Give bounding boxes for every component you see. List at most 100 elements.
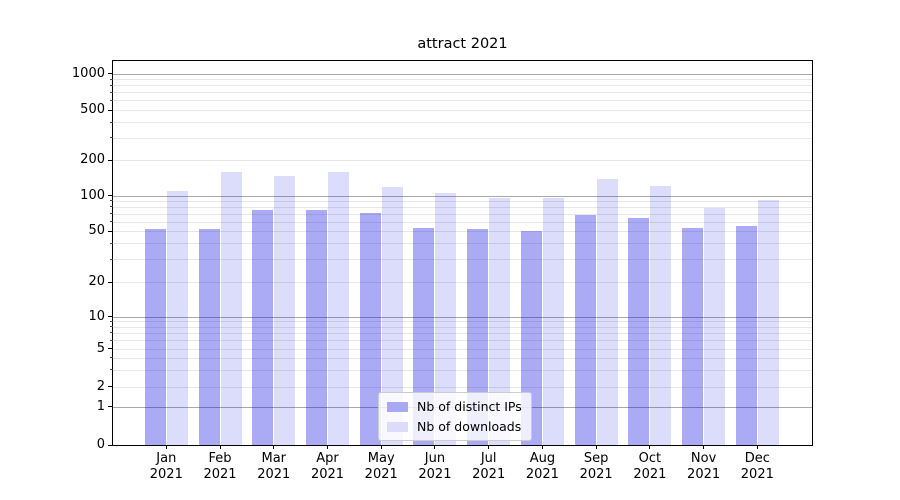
bar-distinct-ips-jul [467,228,489,445]
y-minor-tick-mark [110,213,113,215]
y-tick-label: 1000 [71,65,105,81]
chart-title: attract 2021 [417,36,508,52]
x-tick-mark [326,445,328,449]
y-minor-tick-mark [110,91,113,93]
bar-distinct-ips-mar [252,209,274,445]
x-tick-mark [219,445,221,449]
x-tick-label: Sep 2021 [579,451,613,482]
bar-distinct-ips-jan [144,228,166,445]
legend-label: Nb of distinct IPs [417,399,522,414]
bar-distinct-ips-aug [520,231,542,445]
bar-downloads-nov [704,208,726,445]
y-tick-label: 20 [88,274,105,289]
bar-distinct-ips-sep [574,214,596,445]
y-minor-tick-mark [110,242,113,244]
y-minor-tick-mark [110,221,113,223]
bar-downloads-may [381,186,403,445]
minor-gridline [113,200,812,202]
bar-downloads-oct [650,185,672,445]
bar-distinct-ips-oct [628,217,650,445]
major-gridline [113,316,812,318]
y-minor-tick-mark [110,78,113,80]
bar-distinct-ips-nov [682,228,704,445]
minor-gridline [113,213,812,215]
minor-gridline [113,100,812,102]
minor-gridline [113,259,812,261]
y-tick-mark [108,230,113,232]
x-tick-mark [756,445,758,449]
x-tick-label: May 2021 [364,451,398,482]
bar-distinct-ips-apr [305,209,327,445]
minor-gridline [113,321,812,323]
minor-gridline [113,231,812,232]
y-tick-mark [108,159,113,161]
bar-downloads-mar [274,175,296,445]
bar-distinct-ips-feb [198,228,220,445]
y-tick-mark [108,316,113,317]
y-tick-mark [108,109,113,111]
bar-downloads-aug [542,197,564,445]
plot-area [112,60,813,446]
bar-distinct-ips-jun [413,228,435,445]
minor-gridline [113,386,812,388]
y-tick-mark [108,444,113,446]
bar-distinct-ips-dec [735,226,757,445]
y-tick-label: 10 [88,308,105,324]
bar-downloads-feb [220,172,242,445]
x-tick-mark [165,445,167,449]
y-minor-tick-mark [110,206,113,208]
y-minor-tick-mark [110,258,113,260]
x-tick-mark [488,445,490,449]
y-tick-label: 1 [96,398,105,414]
y-tick-mark [108,348,113,349]
legend: Nb of distinct IPs Nb of downloads [378,392,532,441]
bar-distinct-ips-may [359,213,381,445]
y-minor-tick-mark [110,339,113,341]
minor-gridline [113,110,812,111]
minor-gridline [113,221,812,223]
y-tick-mark [108,281,113,283]
y-minor-tick-mark [110,137,113,139]
minor-gridline [113,357,812,359]
y-minor-tick-mark [110,357,113,359]
minor-gridline [113,206,812,208]
x-tick-label: Jan 2021 [149,451,183,482]
bar-downloads-dec [757,200,779,445]
major-gridline [113,195,812,197]
minor-gridline [113,369,812,371]
y-minor-tick-mark [110,121,113,123]
y-tick-label: 2 [96,378,105,394]
minor-gridline [113,92,812,94]
minor-gridline [113,348,812,350]
major-gridline [113,73,812,75]
y-minor-tick-mark [110,332,113,334]
y-tick-mark [108,386,113,387]
y-tick-label: 0 [96,437,105,452]
minor-gridline [113,79,812,81]
y-tick-label: 5 [96,340,105,356]
y-tick-mark [108,195,113,196]
bar-downloads-apr [327,172,349,445]
x-tick-mark [649,445,651,449]
minor-gridline [113,243,812,245]
x-tick-label: Dec 2021 [740,451,774,482]
bar-downloads-jan [166,190,188,445]
x-tick-mark [541,445,543,449]
y-minor-tick-mark [110,326,113,328]
x-tick-mark [273,445,275,449]
legend-item: Nb of distinct IPs [387,399,522,414]
minor-gridline [113,122,812,124]
y-tick-label: 50 [88,223,105,238]
minor-gridline [113,85,812,87]
bar-downloads-sep [596,179,618,445]
x-tick-label: Jul 2021 [472,451,506,482]
y-minor-tick-mark [110,99,113,101]
y-minor-tick-mark [110,320,113,322]
minor-gridline [113,160,812,161]
y-tick-label: 500 [80,102,105,117]
minor-gridline [113,326,812,328]
x-tick-label: Nov 2021 [687,451,721,482]
y-tick-label: 200 [80,152,105,167]
minor-gridline [113,137,812,139]
